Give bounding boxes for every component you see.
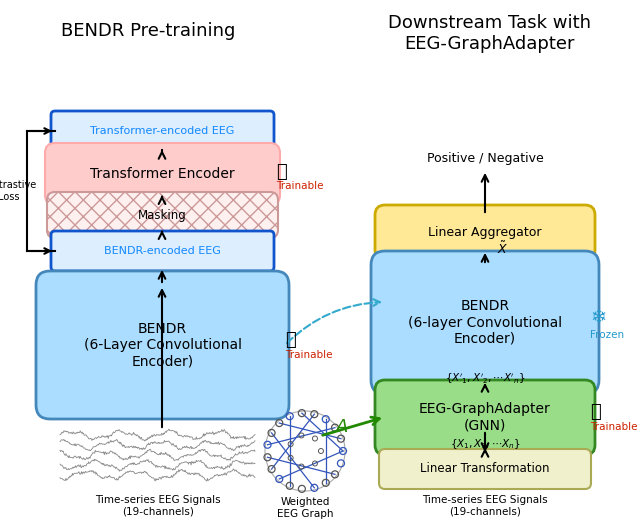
Text: Transformer Encoder: Transformer Encoder <box>90 167 235 181</box>
Text: EEG-GraphAdapter
(GNN): EEG-GraphAdapter (GNN) <box>419 402 551 432</box>
FancyBboxPatch shape <box>371 251 599 394</box>
Text: 🔥: 🔥 <box>276 163 287 181</box>
Text: Linear Transformation: Linear Transformation <box>420 463 550 476</box>
Text: Downstream Task with
EEG-GraphAdapter: Downstream Task with EEG-GraphAdapter <box>388 14 591 53</box>
Text: $\tilde{X}$: $\tilde{X}$ <box>497 241 508 257</box>
Text: BENDR
(6-layer Convolutional
Encoder): BENDR (6-layer Convolutional Encoder) <box>408 299 562 346</box>
Text: $\{X_1, X_2, \cdots X_n\}$: $\{X_1, X_2, \cdots X_n\}$ <box>449 437 520 451</box>
Text: Positive / Negative: Positive / Negative <box>427 152 543 165</box>
FancyBboxPatch shape <box>36 271 289 419</box>
Text: ❄: ❄ <box>590 308 606 327</box>
Text: Trainable: Trainable <box>590 422 637 432</box>
Text: Time-series EEG Signals
(19-channels): Time-series EEG Signals (19-channels) <box>422 495 548 517</box>
Text: Masking: Masking <box>138 208 187 221</box>
FancyBboxPatch shape <box>45 143 280 205</box>
Text: Frozen: Frozen <box>590 330 624 340</box>
Text: BENDR Pre-training: BENDR Pre-training <box>61 22 235 40</box>
Text: $\{X'_1, X'_2, \cdots X'_n\}$: $\{X'_1, X'_2, \cdots X'_n\}$ <box>445 372 525 386</box>
FancyBboxPatch shape <box>375 380 595 455</box>
FancyBboxPatch shape <box>51 231 274 271</box>
Text: 🔥: 🔥 <box>285 331 296 349</box>
FancyBboxPatch shape <box>379 449 591 489</box>
Text: 🔥: 🔥 <box>590 403 601 421</box>
Text: Trainable: Trainable <box>276 181 323 191</box>
Text: Linear Aggregator: Linear Aggregator <box>428 226 541 239</box>
Text: BENDR
(6-Layer Convolutional
Encoder): BENDR (6-Layer Convolutional Encoder) <box>83 322 241 368</box>
Text: Contrastive
Loss: Contrastive Loss <box>0 180 37 202</box>
Text: Weighted
EEG Graph: Weighted EEG Graph <box>276 497 333 518</box>
Text: Time-series EEG Signals
(19-channels): Time-series EEG Signals (19-channels) <box>95 495 221 517</box>
Text: Transformer-encoded EEG: Transformer-encoded EEG <box>90 126 235 136</box>
Text: BENDR-encoded EEG: BENDR-encoded EEG <box>104 246 221 256</box>
FancyBboxPatch shape <box>375 205 595 260</box>
FancyBboxPatch shape <box>47 192 278 238</box>
Text: Trainable: Trainable <box>285 350 333 360</box>
Text: $A$: $A$ <box>335 417 349 436</box>
FancyBboxPatch shape <box>51 111 274 151</box>
